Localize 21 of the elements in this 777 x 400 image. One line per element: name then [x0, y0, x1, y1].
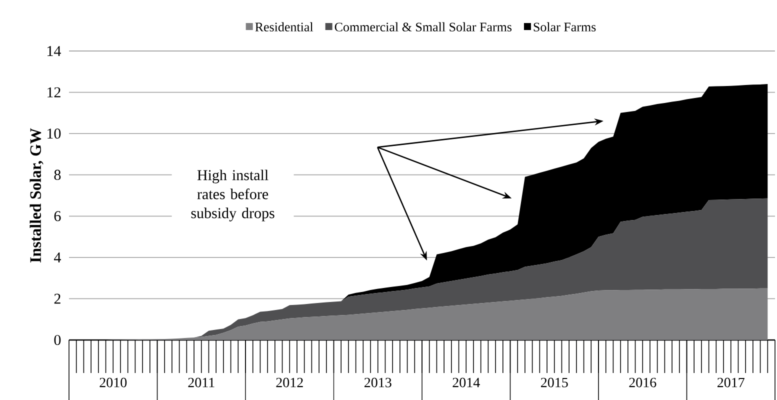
x-tick-label: 2013: [364, 378, 392, 388]
y-tick-label: 8: [54, 170, 61, 180]
y-tick-label: 14: [48, 46, 61, 56]
y-axis-title: Installed Solar, GW: [30, 128, 44, 262]
legend-label: Solar Farms: [534, 22, 596, 32]
y-tick-label: 10: [48, 128, 61, 139]
y-tick-label: 12: [48, 87, 60, 98]
x-tick-label: 2014: [452, 378, 480, 388]
x-tick-label: 2017: [717, 378, 744, 388]
y-tick-label: 6: [54, 211, 61, 222]
x-tick-label: 2015: [540, 378, 568, 388]
x-tick-label: 2016: [629, 378, 656, 388]
annotation: High install rates before subsidy drops: [191, 170, 274, 222]
y-tick-label: 0: [54, 334, 61, 346]
x-tick-label: 2010: [100, 378, 127, 388]
x-tick-label: 2012: [276, 378, 303, 388]
x-tick-label: 2011: [188, 378, 214, 388]
y-tick-label: 4: [54, 252, 61, 262]
y-tick-label: 2: [54, 294, 60, 304]
legend-label: Commercial & Small Solar Farms: [334, 22, 512, 32]
legend-label: Residential: [255, 22, 314, 32]
